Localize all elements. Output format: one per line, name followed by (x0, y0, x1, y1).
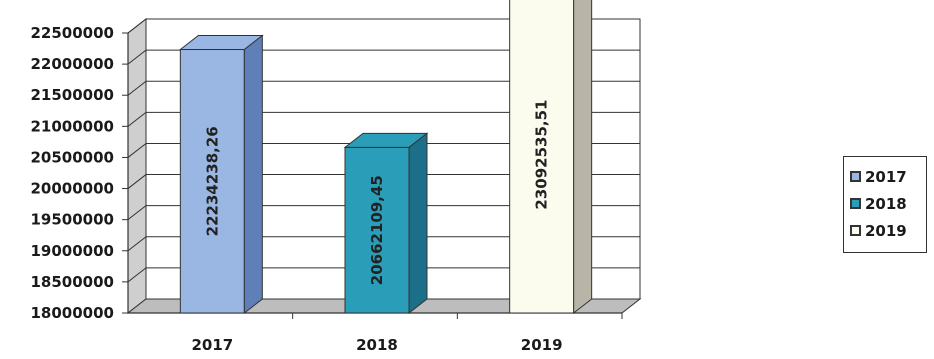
gridline (127, 18, 640, 34)
bar-front (509, 0, 575, 314)
gridline (127, 267, 640, 283)
y-tick-label: 20500000 (31, 148, 115, 166)
legend-label-2018: 2018 (865, 194, 907, 213)
data-label-2017: 22234238,26 (203, 126, 221, 236)
side-wall (127, 17, 147, 315)
x-tick-label: 2017 (191, 336, 233, 354)
gridline (127, 236, 640, 252)
y-tick-label: 21000000 (31, 117, 115, 135)
legend-swatch-2019 (850, 225, 861, 236)
bar-2017: 22234238,26 (178, 34, 264, 315)
y-tick-label: 18000000 (31, 304, 115, 322)
bar-2018: 20662109,45 (343, 132, 429, 315)
data-label-2019: 23092535,51 (533, 100, 551, 210)
legend-item-2017: 2017 (844, 163, 926, 190)
y-tick-label: 20000000 (31, 180, 115, 198)
x-tick-label: 2018 (356, 336, 398, 354)
gridline (127, 49, 640, 65)
y-tick-label: 19500000 (31, 211, 115, 229)
bar-2019: 23092535,51 (509, 0, 593, 315)
bar-side (408, 132, 428, 315)
data-label-2018: 20662109,45 (368, 175, 386, 285)
legend-item-2019: 2019 (844, 217, 926, 244)
legend-swatch-2017 (850, 171, 861, 182)
gridline (127, 111, 640, 127)
bars: 22234238,26 20662109,45 23092535,51 (178, 0, 593, 315)
y-tick-label: 22000000 (31, 55, 115, 73)
y-tick-label: 18500000 (31, 273, 115, 291)
x-tick-labels: 2017 2018 2019 (191, 336, 562, 354)
y-tick-label: 19000000 (31, 242, 115, 260)
bar-side (573, 0, 593, 315)
legend: 2017 2018 2019 (843, 156, 927, 253)
legend-label-2017: 2017 (865, 167, 907, 186)
y-tick-label: 21500000 (31, 86, 115, 104)
legend-swatch-2018 (850, 198, 861, 209)
bar-front (179, 49, 245, 314)
gridline (127, 174, 640, 189)
bar-side (243, 34, 263, 315)
gridline (127, 205, 640, 221)
y-tick-labels: 18000000 18500000 19000000 19500000 20000000… (31, 24, 115, 322)
gridline (127, 80, 640, 96)
x-tick-label: 2019 (521, 336, 563, 354)
gridline (127, 142, 640, 158)
legend-label-2019: 2019 (865, 221, 907, 240)
legend-item-2018: 2018 (844, 190, 926, 217)
y-tick-label: 22500000 (31, 24, 115, 42)
